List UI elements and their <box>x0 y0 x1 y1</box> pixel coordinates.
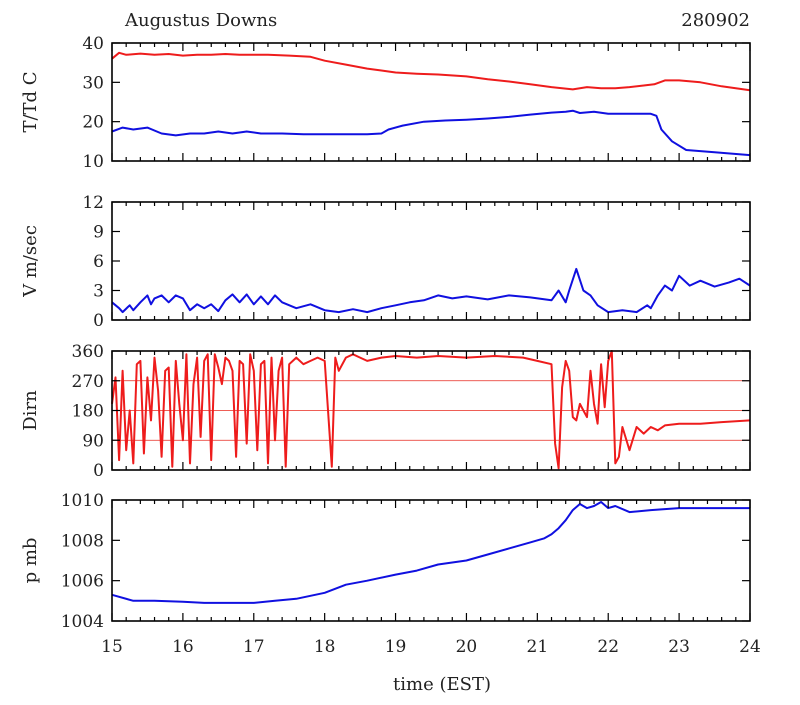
y-tick-label: 1008 <box>61 531 104 551</box>
y-tick-label: 6 <box>93 252 104 272</box>
x-tick-label: 19 <box>385 637 407 657</box>
y-tick-label: 1010 <box>61 491 104 511</box>
y-tick-label: 360 <box>72 342 104 362</box>
y-tick-label: 90 <box>82 431 104 451</box>
date-label: 280902 <box>681 10 750 31</box>
x-tick-label: 20 <box>456 637 478 657</box>
series-line-dirn <box>111 350 751 470</box>
y-tick-label: 20 <box>82 113 104 133</box>
x-tick-label: 22 <box>597 637 619 657</box>
y-tick-label: 30 <box>82 73 104 93</box>
x-tick-label: 16 <box>172 637 194 657</box>
x-tick-label: 23 <box>668 637 690 657</box>
x-tick-label: 17 <box>243 637 265 657</box>
y-tick-label: 10 <box>82 152 104 172</box>
y-tick-label: 12 <box>82 193 104 213</box>
y-tick-label: 0 <box>93 461 104 481</box>
series-line-v <box>111 267 751 314</box>
x-tick-label: 21 <box>527 637 549 657</box>
x-tick-label: 15 <box>101 637 123 657</box>
panels-group: 10 20 30 40 T/Td C 0 3 6 9 12 V m/sec 0 90 180 270 360 D… <box>20 34 761 657</box>
series-line-td <box>111 109 751 157</box>
y-tick-label: 1004 <box>61 612 104 632</box>
x-tick-label: 24 <box>739 637 761 657</box>
y-axis-label: V m/sec <box>20 225 41 298</box>
y-axis-label: T/Td C <box>20 71 41 132</box>
panel-direction: 0 90 180 270 360 Dirn <box>20 342 751 481</box>
y-tick-label: 40 <box>82 34 104 54</box>
x-axis-label: time (EST) <box>393 674 491 695</box>
series-line-p <box>111 501 750 604</box>
y-tick-label: 270 <box>72 372 104 392</box>
y-tick-label: 0 <box>93 311 104 331</box>
panel-frame <box>111 499 751 622</box>
station-title: Augustus Downs <box>124 10 277 31</box>
panel-temperature: 10 20 30 40 T/Td C <box>20 34 751 172</box>
y-axis-label: p mb <box>20 538 41 584</box>
panel-wind-speed: 0 3 6 9 12 V m/sec <box>20 193 751 331</box>
series-line-t <box>111 51 751 92</box>
y-tick-label: 3 <box>93 282 104 302</box>
panel-pressure: 1004 1006 1008 1010 p mb <box>20 491 751 632</box>
y-tick-label: 1006 <box>61 572 104 592</box>
x-tick-label: 18 <box>314 637 336 657</box>
y-axis-label: Dirn <box>20 390 41 431</box>
y-tick-label: 180 <box>72 402 104 422</box>
panel-frame <box>111 42 751 162</box>
y-tick-label: 9 <box>93 223 104 243</box>
